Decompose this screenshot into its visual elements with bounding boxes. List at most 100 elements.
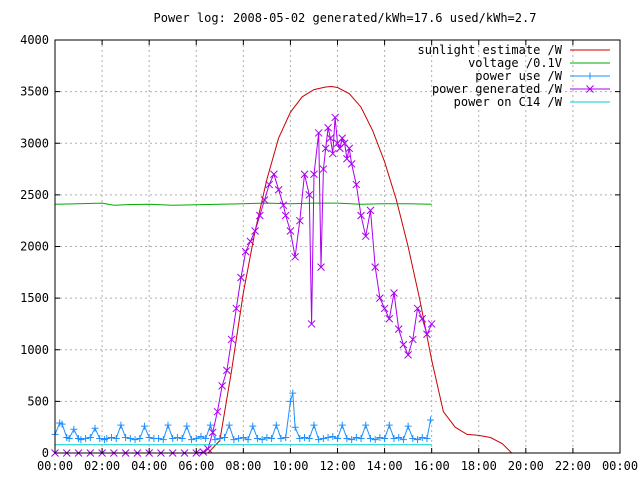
data-point-x [427, 320, 436, 328]
data-point-x [328, 149, 337, 158]
data-point-plus [289, 389, 297, 397]
x-tick-label: 20:00 [508, 459, 544, 473]
data-point-plus [86, 434, 94, 442]
data-point-plus [131, 436, 139, 444]
data-point-x [380, 304, 389, 313]
data-point-x [317, 263, 325, 272]
data-point-plus [145, 434, 153, 442]
data-point-plus [173, 434, 181, 442]
data-point-x [246, 237, 255, 246]
data-point-plus [404, 422, 412, 430]
y-tick-label: 1000 [20, 343, 49, 357]
data-point-x [352, 180, 361, 189]
data-point-x [366, 206, 375, 215]
data-point-plus [108, 434, 115, 442]
data-point-plus [366, 435, 374, 443]
data-point-plus [418, 434, 426, 442]
data-point-x [385, 314, 394, 323]
x-tick-label: 18:00 [461, 459, 497, 473]
data-point-plus [357, 435, 365, 443]
data-point-plus [164, 421, 172, 429]
grid [55, 40, 620, 453]
data-point-plus [126, 435, 134, 443]
data-point-x [324, 123, 332, 132]
data-point-plus [423, 435, 431, 443]
data-point-x [338, 134, 347, 142]
data-point-plus [348, 436, 356, 444]
data-point-x [307, 320, 316, 328]
data-point-plus [362, 421, 370, 429]
data-point-plus [376, 434, 384, 442]
y-tick-label: 500 [27, 394, 49, 408]
data-point-plus [112, 435, 120, 443]
data-point-plus [296, 435, 304, 443]
y-tick-label: 1500 [20, 291, 49, 305]
data-point-plus [334, 435, 341, 443]
data-point-plus [91, 424, 99, 432]
data-point-x [321, 144, 330, 153]
data-point-plus [117, 421, 125, 429]
x-tick-label: 00:00 [37, 459, 73, 473]
axes: 00:00 02:00 04:00 06:00 08:00 10:00 12:00 14:00… [20, 33, 638, 473]
data-point-plus [301, 434, 309, 442]
data-point-plus [140, 422, 148, 430]
data-point-plus [244, 436, 252, 444]
chart-title: Power log: 2008-05-02 generated/kWh=17.6… [154, 11, 537, 25]
data-point-x [281, 211, 290, 220]
data-point-x [408, 335, 417, 344]
data-point-x [310, 170, 318, 179]
data-point-plus [202, 435, 210, 443]
y-tick-label: 4000 [20, 33, 49, 47]
legend-label: power on C14 /W [454, 95, 563, 109]
series-line [54, 202, 432, 206]
y-tick-label: 3500 [20, 85, 49, 99]
data-point-plus [329, 432, 337, 440]
data-point-x [423, 330, 431, 339]
data-point-x [291, 252, 299, 261]
data-point-plus [188, 436, 196, 444]
data-point-x [305, 191, 314, 199]
data-point-x [286, 227, 295, 235]
data-point-plus [426, 416, 434, 424]
data-point-plus [225, 421, 233, 429]
x-tick-label: 02:00 [84, 459, 120, 473]
data-point-plus [239, 434, 247, 442]
data-point-x [390, 289, 398, 297]
x-tick-label: 12:00 [319, 459, 355, 473]
data-point-x [265, 180, 274, 189]
data-point-plus [82, 435, 90, 443]
data-point-plus [103, 435, 111, 443]
data-point-plus [310, 421, 318, 429]
data-point-plus [399, 436, 407, 444]
data-point-x [331, 113, 339, 122]
legend-label: power use /W [475, 69, 562, 83]
data-point-plus [272, 421, 280, 429]
data-point-plus [414, 436, 422, 444]
data-point-plus [197, 432, 205, 440]
data-point-plus [268, 435, 276, 443]
data-point-x [251, 227, 259, 235]
data-point-plus [70, 425, 78, 433]
data-point-x [319, 165, 328, 173]
data-point-plus [178, 435, 186, 443]
y-tick-label: 3000 [20, 136, 49, 150]
data-point-x [347, 160, 356, 168]
data-point-x [255, 211, 264, 220]
data-point-plus [305, 435, 313, 443]
data-point-plus [249, 422, 257, 430]
x-tick-label: 22:00 [555, 459, 591, 473]
data-point-plus [211, 436, 219, 444]
data-point-plus [263, 434, 271, 442]
data-point-x [361, 232, 370, 241]
x-tick-label: 06:00 [178, 459, 214, 473]
y-tick-label: 2500 [20, 188, 49, 202]
y-tick-label: 0 [42, 446, 49, 460]
series-0 [207, 85, 513, 454]
x-tick-label: 00:00 [602, 459, 638, 473]
data-point-plus [286, 397, 294, 405]
x-tick-label: 04:00 [131, 459, 167, 473]
data-point-plus [381, 435, 389, 443]
data-point-plus [258, 436, 266, 444]
data-point-x [345, 144, 354, 153]
